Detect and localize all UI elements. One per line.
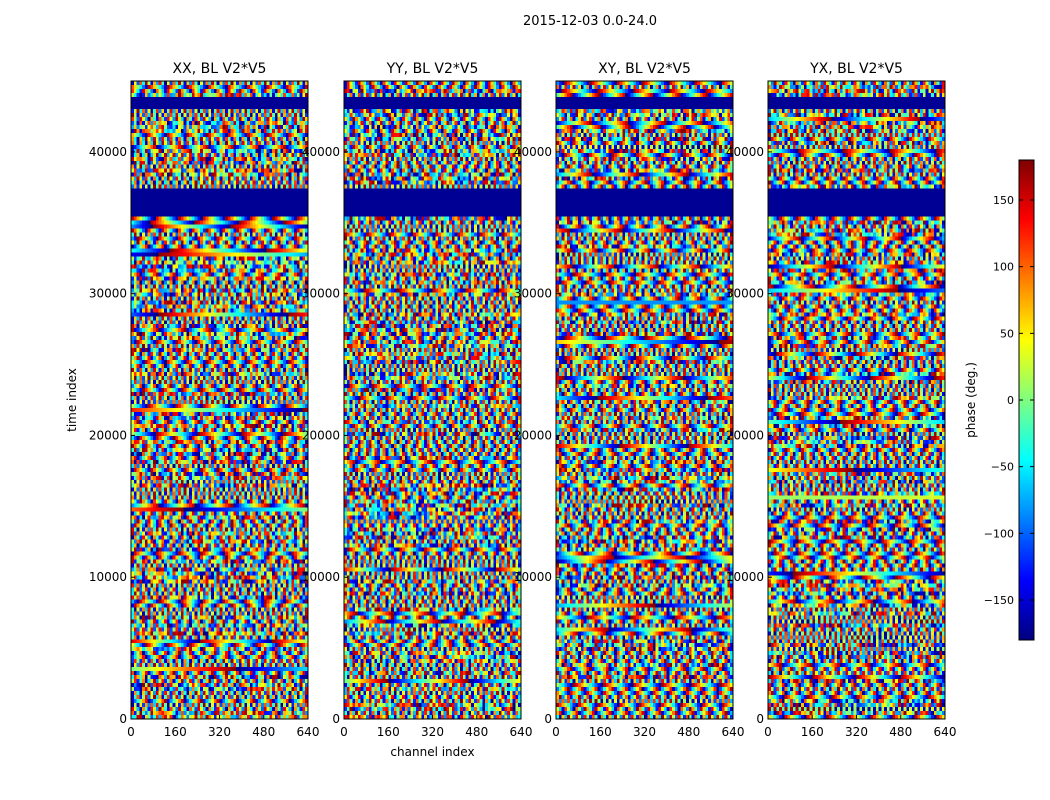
y-tick-label: 40000 <box>89 145 127 159</box>
figure-title: 2015-12-03 0.0-24.0 <box>523 14 657 29</box>
y-tick-label: 0 <box>756 712 764 726</box>
y-tick-label: 30000 <box>89 287 127 301</box>
colorbar-tick-label: 150 <box>993 194 1014 207</box>
y-tick-label: 40000 <box>514 145 552 159</box>
y-tick-label: 10000 <box>514 570 552 584</box>
x-tick-label: 320 <box>845 725 868 739</box>
x-tick-label: 480 <box>465 725 488 739</box>
y-tick-label: 40000 <box>302 145 340 159</box>
y-tick-label: 20000 <box>726 428 764 442</box>
panel-0 <box>130 80 309 720</box>
x-tick-label: 640 <box>510 725 533 739</box>
x-tick-label: 320 <box>421 725 444 739</box>
y-tick-label: 0 <box>544 712 552 726</box>
y-tick-label: 20000 <box>514 428 552 442</box>
phase-heatmap-image <box>131 81 308 719</box>
x-tick-label: 160 <box>377 725 400 739</box>
x-tick-label: 0 <box>552 725 560 739</box>
y-tick-label: 30000 <box>302 287 340 301</box>
x-tick-label: 320 <box>208 725 231 739</box>
colorbar-label: phase (deg.) <box>964 362 978 438</box>
colorbar-tick-label: −100 <box>984 527 1014 540</box>
x-tick-label: 480 <box>889 725 912 739</box>
x-tick-label: 640 <box>297 725 320 739</box>
x-tick-label: 0 <box>127 725 135 739</box>
panel-1 <box>343 80 522 720</box>
x-tick-label: 160 <box>589 725 612 739</box>
y-tick-label: 10000 <box>302 570 340 584</box>
y-tick-label: 10000 <box>726 570 764 584</box>
x-tick-label: 640 <box>934 725 957 739</box>
x-tick-label: 160 <box>164 725 187 739</box>
y-tick-label: 10000 <box>89 570 127 584</box>
x-tick-label: 0 <box>340 725 348 739</box>
x-tick-label: 640 <box>722 725 745 739</box>
y-tick-label: 0 <box>119 712 127 726</box>
colorbar-tick-label: 100 <box>993 261 1014 274</box>
y-tick-label: 20000 <box>89 428 127 442</box>
x-tick-label: 320 <box>633 725 656 739</box>
y-tick-label: 30000 <box>726 287 764 301</box>
phase-heatmap-image <box>768 81 945 719</box>
x-tick-label: 0 <box>764 725 772 739</box>
panel-title: YX, BL V2*V5 <box>809 61 903 77</box>
colorbar-tick-label: 0 <box>1007 394 1014 407</box>
x-tick-label: 480 <box>252 725 275 739</box>
colorbar-tick-label: −150 <box>984 594 1014 607</box>
panel-title: XX, BL V2*V5 <box>173 61 267 77</box>
y-tick-label: 40000 <box>726 145 764 159</box>
colorbar-tick-label: 50 <box>1000 327 1014 340</box>
y-tick-label: 0 <box>332 712 340 726</box>
x-axis-label: channel index <box>390 745 474 759</box>
y-axis-label: time index <box>65 368 79 432</box>
y-tick-label: 20000 <box>302 428 340 442</box>
panel-2 <box>555 80 734 720</box>
phase-heatmap-image <box>556 81 733 719</box>
colorbar-tick-label: −50 <box>991 461 1014 474</box>
x-tick-label: 480 <box>677 725 700 739</box>
x-tick-label: 160 <box>801 725 824 739</box>
panel-3 <box>767 80 946 720</box>
panel-title: YY, BL V2*V5 <box>386 61 479 77</box>
phase-heatmap-image <box>344 81 521 719</box>
panel-title: XY, BL V2*V5 <box>598 61 691 77</box>
y-tick-label: 30000 <box>514 287 552 301</box>
